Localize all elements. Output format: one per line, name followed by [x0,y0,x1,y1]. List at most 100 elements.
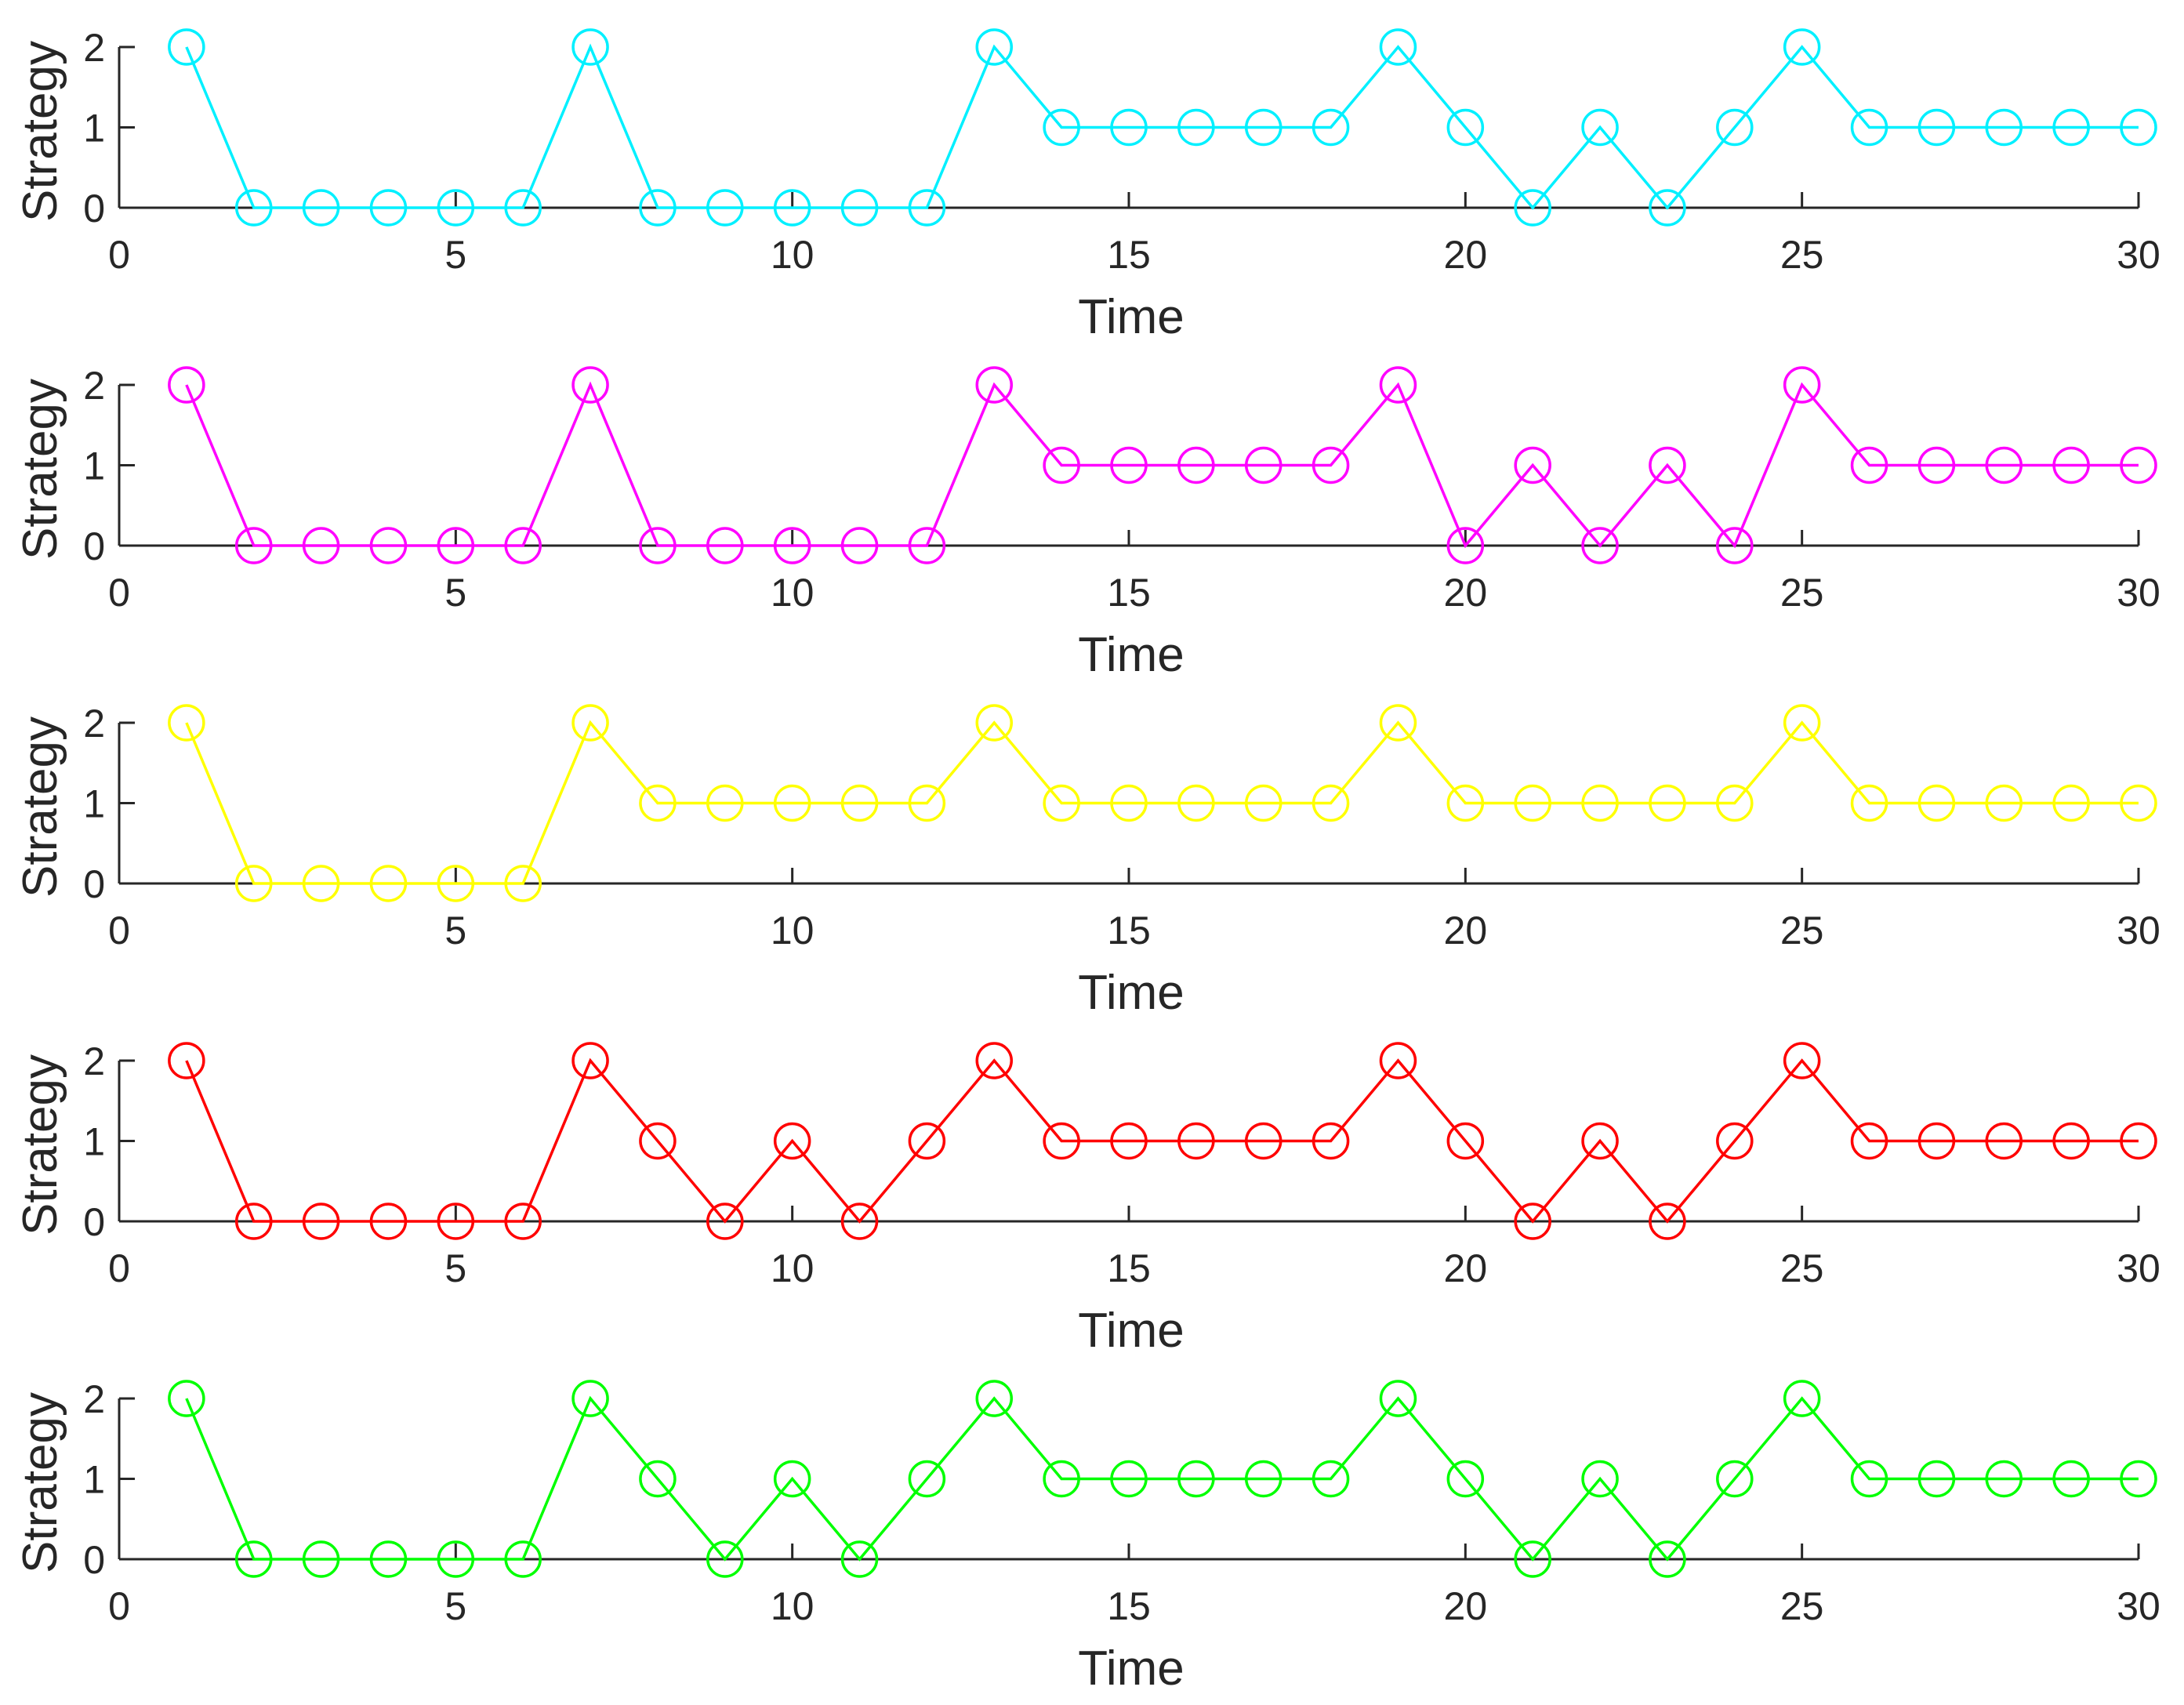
x-axis-label: Time [1078,966,1184,1020]
x-tick-label: 25 [1780,233,1824,277]
data-point [1649,1203,1686,1240]
data-point [504,189,542,227]
data-point [369,1540,408,1578]
x-tick-label: 5 [444,233,466,277]
data-point [1446,527,1485,564]
data-point [639,784,677,822]
data-point [1379,366,1417,404]
data-point [369,865,408,902]
y-tick-label: 2 [83,1039,105,1083]
data-point [234,1203,273,1240]
data-point [1514,446,1551,484]
data-point [571,1042,609,1079]
data-point [1716,108,1754,147]
series-line [185,43,2139,210]
data-point [234,189,273,227]
x-tick-label: 15 [1107,233,1151,277]
x-tick-label: 25 [1780,909,1824,952]
data-point [639,189,677,227]
data-point [1110,784,1148,822]
data-point [1043,446,1080,484]
data-point [234,1540,273,1578]
x-axis-label: Time [1078,1304,1184,1358]
series-line [185,720,2139,885]
data-point [504,1540,542,1578]
data-point [773,1122,811,1160]
data-point [1783,366,1821,404]
data-point [908,189,946,227]
data-point [571,704,609,742]
data-point [1581,1122,1619,1160]
x-tick-label: 10 [771,233,814,277]
data-point [706,189,744,227]
y-tick-label: 1 [83,1458,105,1502]
data-point [2052,1460,2090,1498]
data-point [2120,108,2157,147]
y-tick-label: 0 [83,1200,105,1244]
data-point [1783,1380,1821,1417]
chart-panel-3: 0 5 10 15 20 25 30 0 1 2 Time Strategy [13,702,2160,1020]
data-point [437,189,475,227]
x-tick-label: 30 [2117,233,2160,277]
x-tick-label: 0 [108,909,130,952]
data-point [571,366,609,404]
data-point [706,1540,744,1578]
data-point [908,1122,946,1160]
y-tick-label: 2 [83,26,105,70]
data-point [1043,1460,1080,1498]
x-tick-label: 0 [108,571,130,615]
x-tick-label: 30 [2117,1246,2160,1290]
data-point [168,1380,205,1417]
data-point [1110,108,1148,147]
data-point [1244,784,1282,822]
y-axis-label: Strategy [13,716,67,898]
data-point [437,527,475,564]
data-point [302,865,340,902]
data-point [773,1460,811,1498]
data-point [773,189,811,227]
data-point [504,527,542,564]
data-point [1311,108,1350,147]
data-point [1850,1122,1888,1160]
data-point [1581,784,1619,822]
y-tick-label: 2 [83,702,105,745]
data-point [2052,446,2090,484]
data-point [1514,189,1551,227]
x-axis-label: Time [1078,1642,1184,1696]
y-axis-label: Strategy [13,1392,67,1573]
data-point [1716,527,1754,564]
data-point [1379,1380,1417,1417]
data-point [571,28,609,66]
data-point [168,366,205,404]
data-point [840,189,879,227]
data-point [1379,1042,1417,1079]
data-point [302,527,340,564]
data-point [234,865,273,902]
data-point [840,1540,879,1578]
data-point [639,1460,677,1498]
data-point [1177,1122,1215,1160]
x-tick-label: 5 [444,571,466,615]
data-point [1244,446,1282,484]
data-point [975,366,1014,404]
data-point [840,527,879,564]
x-tick-label: 25 [1780,1246,1824,1290]
y-tick-label: 0 [83,524,105,568]
data-point [1917,1122,1956,1160]
data-point [1379,704,1417,742]
x-tick-label: 10 [771,1246,814,1290]
data-point [840,784,879,822]
data-point [2120,446,2157,484]
x-tick-label: 0 [108,1246,130,1290]
x-tick-label: 15 [1107,909,1151,952]
data-point [706,1203,744,1240]
data-point [975,1042,1014,1079]
data-point [504,1203,542,1240]
data-point [1446,108,1485,147]
data-point [908,784,946,822]
data-point [1514,1203,1551,1240]
data-point [1581,1460,1619,1498]
data-point [1783,1042,1821,1079]
data-point [975,1380,1014,1417]
